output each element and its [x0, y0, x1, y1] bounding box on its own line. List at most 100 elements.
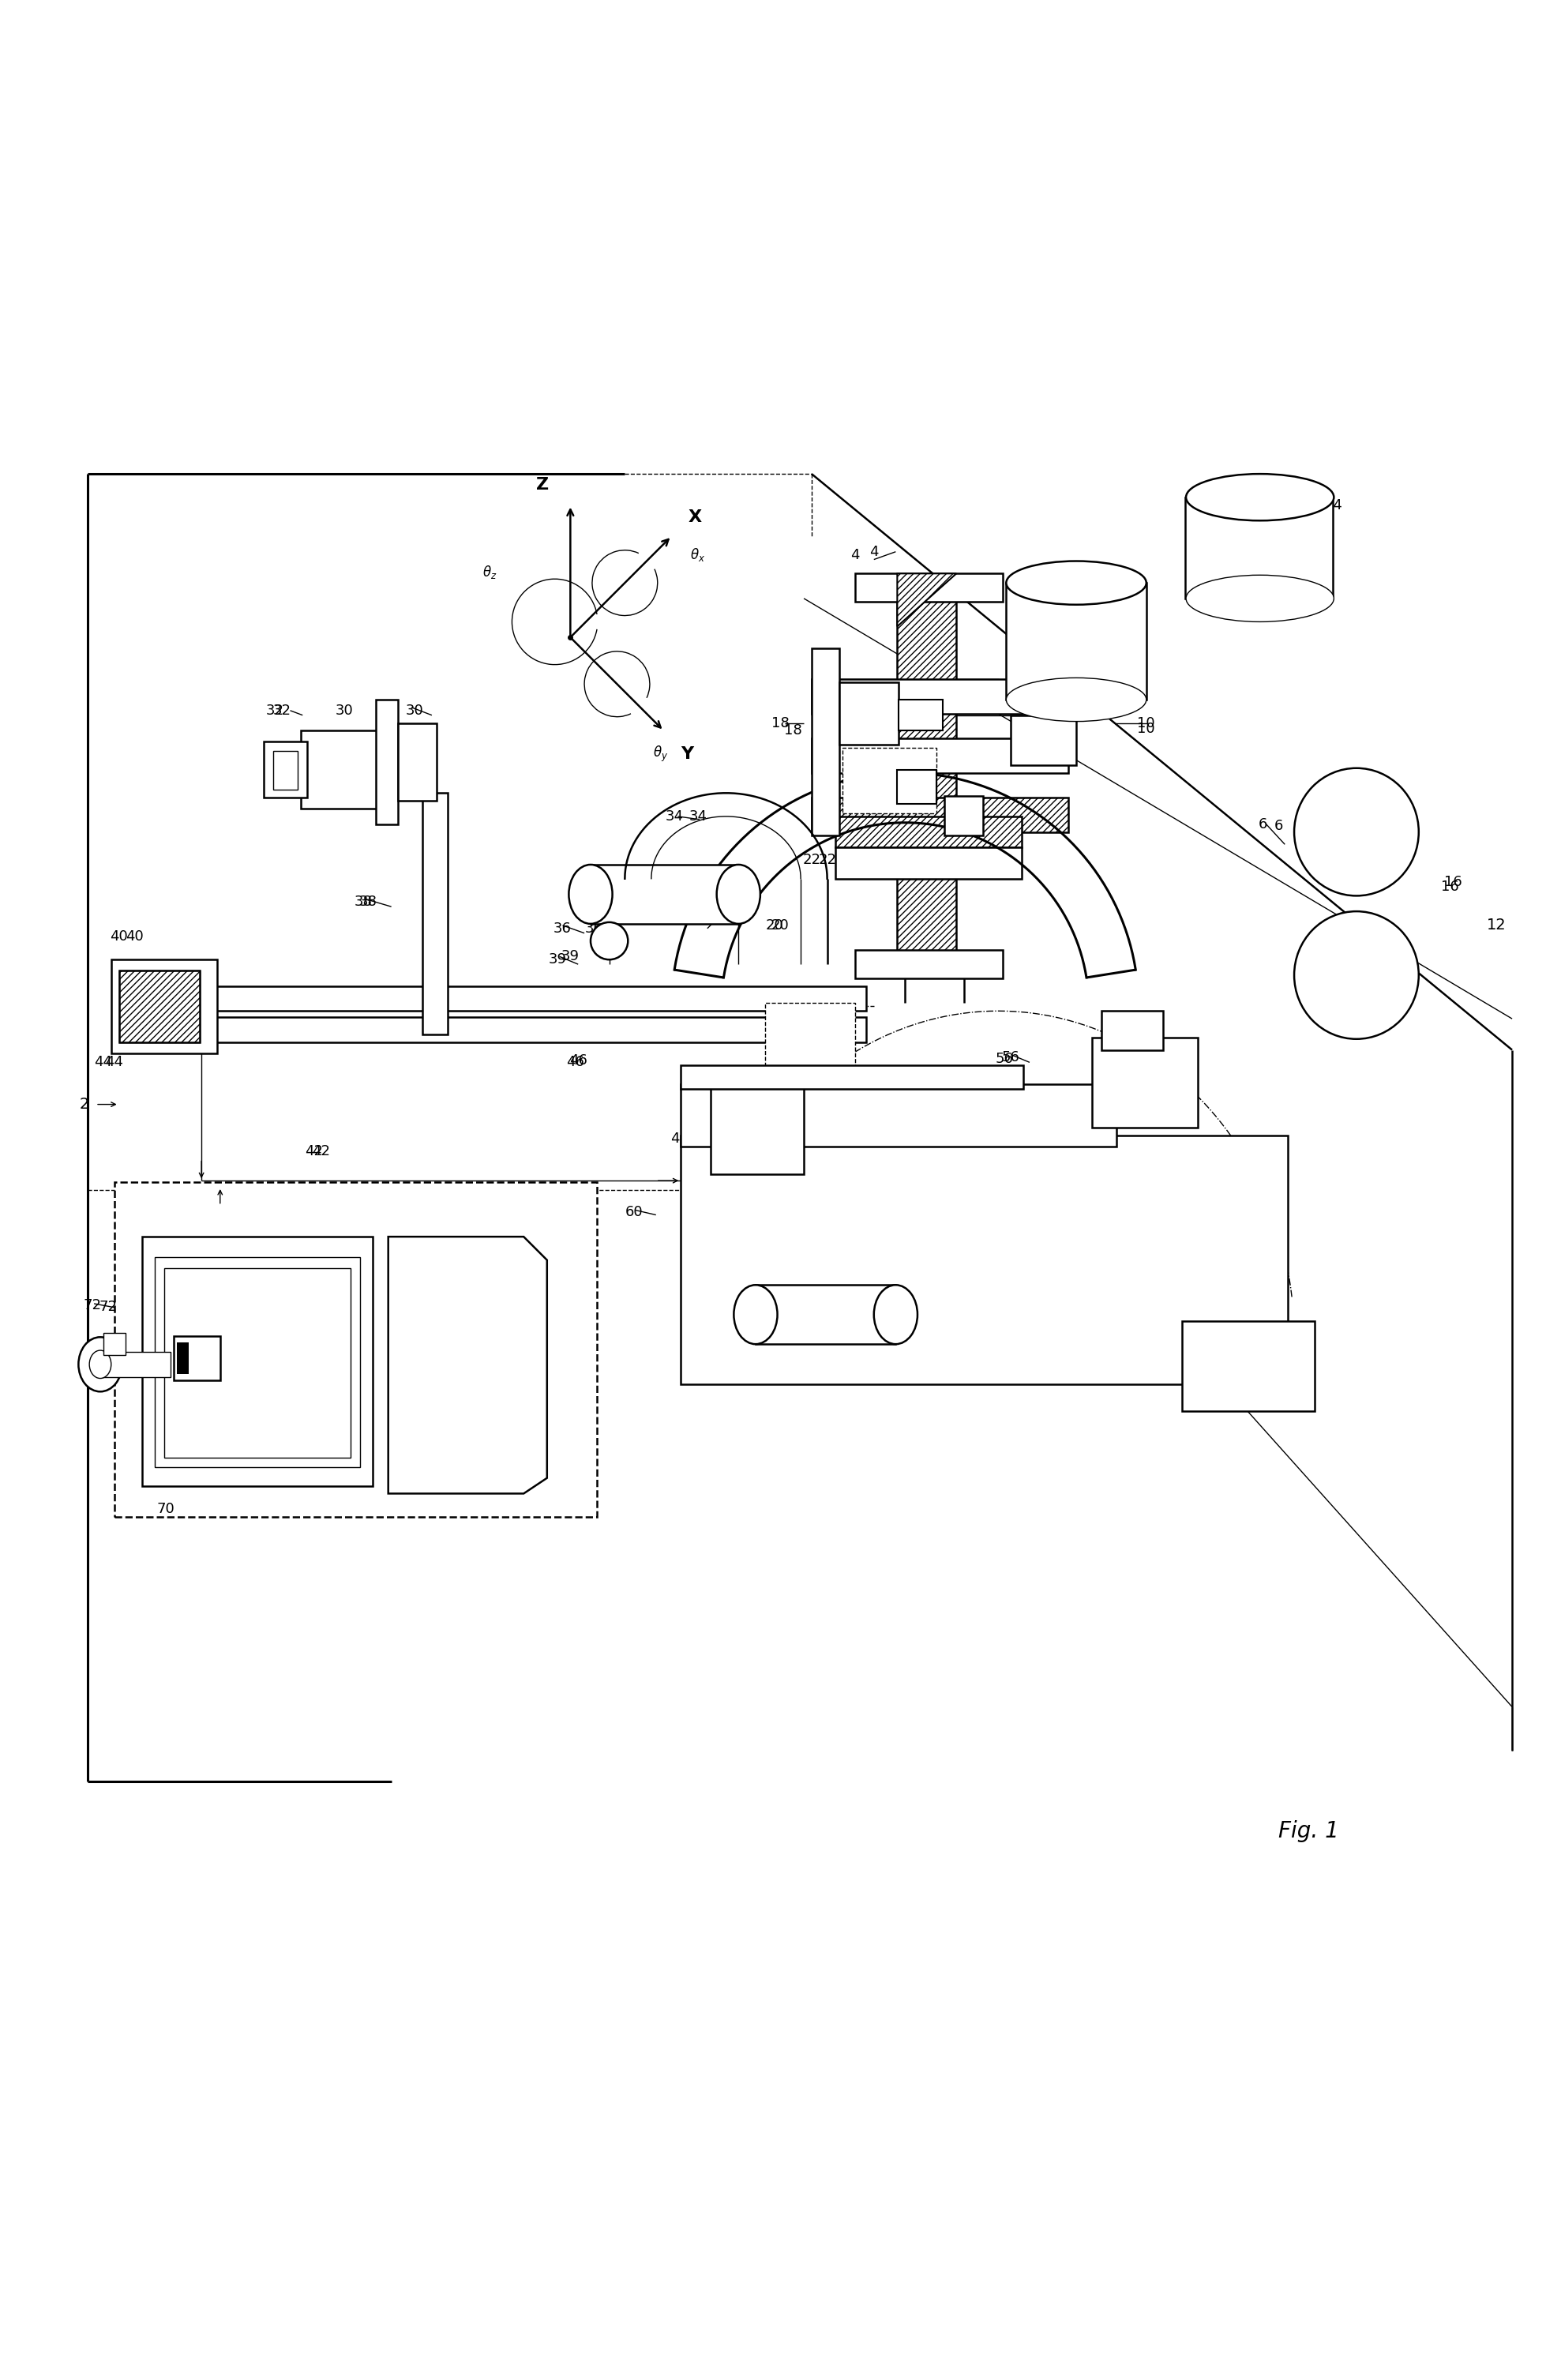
- Text: 22: 22: [802, 852, 821, 866]
- Text: 56: 56: [1002, 1050, 1019, 1064]
- Text: 4: 4: [869, 545, 879, 559]
- Bar: [1007, 583, 1146, 700]
- Bar: [855, 574, 1004, 602]
- Text: 6: 6: [1274, 819, 1283, 833]
- Text: 10: 10: [1138, 721, 1155, 735]
- Text: 26: 26: [877, 774, 896, 788]
- Bar: [812, 647, 840, 835]
- Ellipse shape: [1294, 912, 1419, 1040]
- Bar: [155, 1257, 361, 1466]
- Text: 78: 78: [451, 1354, 471, 1368]
- Text: 20: 20: [765, 919, 784, 933]
- Bar: [812, 738, 1068, 774]
- Ellipse shape: [1294, 769, 1419, 895]
- Text: 38: 38: [354, 895, 373, 909]
- Text: 20: 20: [771, 919, 790, 933]
- Text: 62: 62: [927, 1276, 946, 1290]
- Ellipse shape: [1186, 474, 1335, 521]
- Polygon shape: [898, 574, 957, 626]
- Bar: [835, 816, 1022, 847]
- Text: 50: 50: [1169, 1073, 1186, 1088]
- Text: 32: 32: [265, 704, 284, 719]
- Bar: [423, 793, 448, 1035]
- Text: 8: 8: [1013, 631, 1021, 645]
- Ellipse shape: [590, 921, 628, 959]
- Text: 45: 45: [670, 1130, 688, 1145]
- Polygon shape: [389, 1238, 546, 1495]
- Bar: [590, 864, 738, 923]
- Bar: [1091, 1038, 1197, 1128]
- Text: 30: 30: [336, 704, 354, 719]
- Bar: [765, 1004, 855, 1088]
- Text: 4: 4: [851, 547, 860, 562]
- Text: 66: 66: [1282, 1392, 1300, 1407]
- Text: 26: 26: [877, 776, 896, 790]
- Text: 50: 50: [1174, 1073, 1191, 1088]
- Text: 18: 18: [784, 724, 802, 738]
- Text: 36: 36: [554, 921, 571, 935]
- Text: 6: 6: [1258, 816, 1268, 831]
- Text: Z: Z: [535, 476, 549, 493]
- Bar: [899, 700, 943, 731]
- Text: X: X: [688, 509, 701, 526]
- Bar: [103, 1333, 125, 1354]
- Bar: [264, 743, 308, 797]
- Text: 76: 76: [248, 1354, 267, 1368]
- Text: 74: 74: [281, 1299, 300, 1314]
- Bar: [173, 1335, 220, 1380]
- Bar: [1185, 497, 1333, 597]
- Text: $\theta_x$: $\theta_x$: [690, 547, 706, 564]
- Text: 45: 45: [681, 1130, 699, 1145]
- Ellipse shape: [568, 864, 612, 923]
- Text: 5: 5: [835, 754, 845, 769]
- Bar: [119, 971, 200, 1042]
- Bar: [376, 700, 398, 823]
- Ellipse shape: [78, 1338, 122, 1392]
- Text: 66: 66: [1277, 1392, 1296, 1407]
- Bar: [681, 1135, 1288, 1385]
- Bar: [812, 678, 1068, 714]
- Text: 76: 76: [245, 1354, 264, 1368]
- Text: 56: 56: [996, 1052, 1013, 1066]
- Bar: [681, 1066, 1024, 1088]
- Text: $\theta_y$: $\theta_y$: [652, 745, 668, 764]
- Text: 39: 39: [562, 950, 579, 964]
- Text: 10: 10: [1138, 716, 1155, 731]
- Text: 34: 34: [665, 809, 684, 823]
- Text: 16: 16: [1441, 878, 1460, 892]
- Bar: [114, 1183, 596, 1516]
- Text: 60: 60: [626, 1204, 643, 1219]
- Text: 30: 30: [406, 704, 423, 719]
- Text: 32: 32: [273, 704, 292, 719]
- Text: 44: 44: [105, 1054, 123, 1069]
- Bar: [301, 731, 387, 809]
- Bar: [1012, 716, 1076, 764]
- Text: 48: 48: [732, 1016, 751, 1031]
- Text: 64: 64: [685, 1311, 704, 1326]
- Text: 64: 64: [693, 1311, 712, 1326]
- Text: 46: 46: [570, 1054, 587, 1069]
- Bar: [119, 971, 200, 1042]
- Text: 46: 46: [567, 1054, 584, 1069]
- Bar: [840, 683, 899, 745]
- Bar: [898, 590, 957, 971]
- Text: 62: 62: [927, 1276, 946, 1290]
- Bar: [756, 1285, 896, 1345]
- Text: 70: 70: [156, 1502, 175, 1516]
- Ellipse shape: [89, 1349, 111, 1378]
- Bar: [111, 959, 217, 1052]
- Text: 5: 5: [818, 750, 827, 764]
- Bar: [1182, 1321, 1314, 1411]
- Text: 24: 24: [857, 752, 876, 766]
- Bar: [710, 1085, 804, 1173]
- Bar: [944, 797, 983, 835]
- Text: 48: 48: [756, 1016, 774, 1031]
- Text: 42: 42: [312, 1145, 331, 1159]
- Bar: [812, 797, 1068, 833]
- Bar: [681, 1085, 1116, 1147]
- Text: 16: 16: [1444, 876, 1463, 888]
- Text: 34: 34: [688, 809, 707, 823]
- Text: 22: 22: [818, 852, 837, 866]
- Text: 74: 74: [265, 1297, 284, 1311]
- Ellipse shape: [716, 864, 760, 923]
